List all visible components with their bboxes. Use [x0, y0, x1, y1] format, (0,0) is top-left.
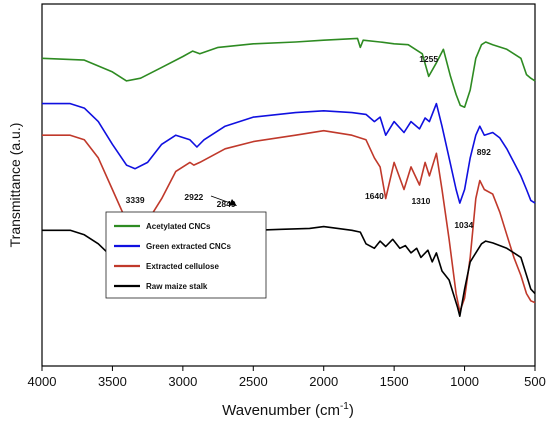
series-line-extracted-cellulose	[42, 129, 536, 313]
y-axis-label: Transmittance (a.u.)	[7, 123, 23, 248]
peak-label-2849: 2849	[217, 199, 236, 209]
peak-label-1640: 1640	[365, 191, 384, 201]
x-axis-label: Wavenumber (cm-1)	[222, 401, 354, 419]
x-axis-label-sup: -1	[340, 401, 349, 412]
peak-label-892: 892	[477, 147, 491, 157]
legend-label-extracted-cellulose: Extracted cellulose	[146, 262, 219, 271]
peak-label-2922: 2922	[184, 192, 203, 202]
peak-label-3339: 3339	[126, 195, 145, 205]
x-axis-ticks: 4000 3500 3000 2500 2000 1500 1000 500	[28, 366, 546, 389]
arrow-head-icon	[229, 199, 237, 206]
x-axis-label-end: )	[349, 402, 354, 419]
x-tick-label: 500	[524, 374, 546, 389]
series-line-acetylated-cncs	[41, 37, 536, 108]
legend: Acetylated CNCs Green extracted CNCs Extra…	[105, 211, 267, 299]
x-tick-label: 1000	[450, 374, 479, 389]
annotation-arrow-2849	[210, 195, 234, 205]
legend-label-raw-maize-stalk: Raw maize stalk	[146, 282, 208, 291]
legend-label-green-extracted-cncs: Green extracted CNCs	[146, 242, 231, 251]
series-line-green-extracted-cncs	[42, 102, 536, 204]
peak-label-1310: 1310	[411, 196, 430, 206]
x-tick-label: 3500	[98, 374, 127, 389]
peak-label-1034: 1034	[454, 220, 473, 230]
x-tick-label: 4000	[28, 374, 57, 389]
x-tick-label: 2500	[239, 374, 268, 389]
x-tick-label: 2000	[309, 374, 338, 389]
plot-frame	[41, 3, 536, 367]
legend-entries: Acetylated CNCs Green extracted CNCs Extra…	[114, 222, 231, 291]
peak-annotations: 1255 892 3339 2922 2849 1640 1310 1034	[126, 54, 491, 230]
x-tick-label: 3000	[168, 374, 197, 389]
legend-label-acetylated-cncs: Acetylated CNCs	[146, 222, 211, 231]
x-tick-label: 1500	[380, 374, 409, 389]
peak-label-1255: 1255	[419, 54, 438, 64]
x-axis-label-main: Wavenumber (cm	[222, 402, 340, 419]
